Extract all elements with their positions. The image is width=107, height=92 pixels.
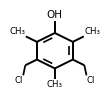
- Text: CH₃: CH₃: [47, 80, 63, 89]
- Text: OH: OH: [47, 10, 63, 20]
- Text: CH₃: CH₃: [9, 27, 25, 36]
- Text: Cl: Cl: [87, 76, 95, 85]
- Text: CH₃: CH₃: [84, 27, 100, 36]
- Text: Cl: Cl: [14, 76, 23, 85]
